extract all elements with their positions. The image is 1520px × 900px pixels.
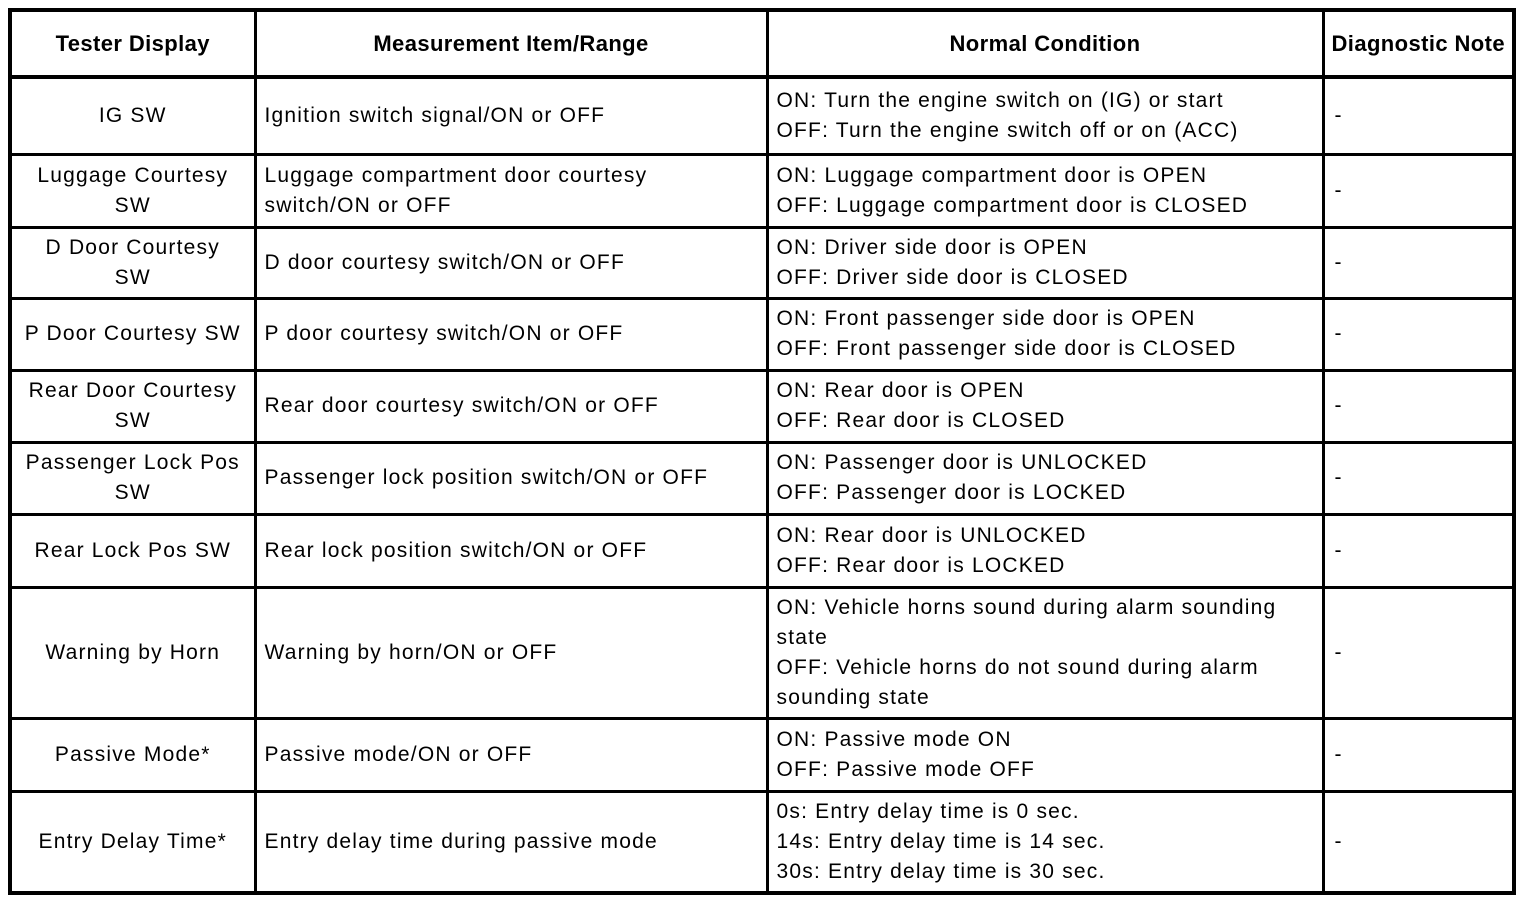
table-header: Tester Display Measurement Item/Range No… bbox=[8, 8, 1516, 79]
measurement-item-cell: Luggage compartment door courtesy switch… bbox=[253, 152, 769, 229]
header-diagnostic-note: Diagnostic Note bbox=[1321, 8, 1516, 79]
normal-condition-cell: ON: Driver side door is OPEN OFF: Driver … bbox=[765, 225, 1325, 300]
condition-line: OFF: Front passenger side door is CLOSED bbox=[776, 337, 1237, 360]
condition-line: ON: Luggage compartment door is OPEN bbox=[776, 163, 1208, 187]
normal-condition-cell: ON: Rear door is OPEN OFF: Rear door is C… bbox=[765, 368, 1325, 444]
condition-line: 14s: Entry delay time is 14 sec. bbox=[776, 829, 1106, 853]
tester-display-cell: D Door Courtesy SW bbox=[8, 225, 257, 300]
tester-display-cell: IG SW bbox=[8, 75, 257, 156]
header-tester-display: Tester Display bbox=[8, 8, 257, 79]
condition-line: OFF: Vehicle horns do not sound during a… bbox=[776, 655, 1259, 709]
normal-condition-cell: ON: Front passenger side door is OPEN OFF… bbox=[765, 296, 1325, 372]
tester-display-cell: Rear Lock Pos SW bbox=[8, 512, 257, 589]
tester-display-cell: Warning by Horn bbox=[8, 585, 257, 720]
normal-condition-cell: ON: Rear door is UNLOCKED OFF: Rear door … bbox=[765, 512, 1325, 589]
tester-display-cell: P Door Courtesy SW bbox=[8, 296, 257, 372]
condition-line: ON: Rear door is OPEN bbox=[776, 379, 1025, 402]
table-row: Passive Mode* Passive mode/ON or OFF ON:… bbox=[8, 716, 1516, 793]
diagnostic-note-cell: - bbox=[1321, 585, 1516, 720]
measurement-item-cell: Rear door courtesy switch/ON or OFF bbox=[253, 368, 769, 444]
diagnostic-note-cell: - bbox=[1321, 296, 1516, 372]
table-row: Luggage Courtesy SW Luggage compartment … bbox=[8, 152, 1516, 229]
tester-display-cell: Entry Delay Time* bbox=[8, 789, 257, 894]
header-measurement-item-range: Measurement Item/Range bbox=[253, 8, 769, 79]
table-row: Passenger Lock Pos SW Passenger lock pos… bbox=[8, 440, 1516, 516]
diagnostic-note-cell: - bbox=[1321, 368, 1516, 444]
measurement-item-cell: Warning by horn/ON or OFF bbox=[253, 585, 769, 720]
condition-line: 0s: Entry delay time is 0 sec. bbox=[776, 799, 1080, 823]
condition-line: ON: Front passenger side door is OPEN bbox=[776, 307, 1196, 330]
condition-line: OFF: Passenger door is LOCKED bbox=[776, 481, 1127, 504]
table-row: D Door Courtesy SW D door courtesy switc… bbox=[8, 225, 1516, 300]
condition-line: OFF: Rear door is CLOSED bbox=[776, 409, 1066, 432]
condition-line: OFF: Rear door is LOCKED bbox=[776, 553, 1066, 577]
condition-line: ON: Vehicle horns sound during alarm sou… bbox=[776, 595, 1277, 649]
table-row: Rear Lock Pos SW Rear lock position swit… bbox=[8, 512, 1516, 589]
diagnostic-note-cell: - bbox=[1321, 789, 1516, 894]
measurement-item-cell: Passive mode/ON or OFF bbox=[253, 716, 769, 793]
measurement-item-cell: Entry delay time during passive mode bbox=[253, 789, 769, 894]
tester-display-cell: Passenger Lock Pos SW bbox=[8, 440, 257, 516]
measurement-item-cell: D door courtesy switch/ON or OFF bbox=[253, 225, 769, 300]
normal-condition-cell: ON: Turn the engine switch on (IG) or st… bbox=[765, 75, 1325, 156]
measurement-item-cell: Rear lock position switch/ON or OFF bbox=[253, 512, 769, 589]
condition-line: ON: Turn the engine switch on (IG) or st… bbox=[776, 88, 1224, 112]
diagnostic-note-cell: - bbox=[1321, 152, 1516, 229]
condition-line: ON: Passenger door is UNLOCKED bbox=[776, 451, 1148, 474]
normal-condition-cell: ON: Vehicle horns sound during alarm sou… bbox=[765, 585, 1325, 720]
diagnostic-note-cell: - bbox=[1321, 75, 1516, 156]
condition-line: 30s: Entry delay time is 30 sec. bbox=[776, 859, 1106, 883]
diagnostic-note-cell: - bbox=[1321, 512, 1516, 589]
condition-line: ON: Rear door is UNLOCKED bbox=[776, 523, 1087, 547]
normal-condition-cell: ON: Passenger door is UNLOCKED OFF: Passe… bbox=[765, 440, 1325, 516]
tester-data-list-table: Tester Display Measurement Item/Range No… bbox=[8, 8, 1516, 895]
header-row: Tester Display Measurement Item/Range No… bbox=[8, 8, 1516, 79]
table-row: Entry Delay Time* Entry delay time durin… bbox=[8, 789, 1516, 894]
diagnostic-note-cell: - bbox=[1321, 716, 1516, 793]
tester-display-cell: Rear Door Courtesy SW bbox=[8, 368, 257, 444]
normal-condition-cell: ON: Luggage compartment door is OPEN OFF:… bbox=[765, 152, 1325, 229]
normal-condition-cell: ON: Passive mode ON OFF: Passive mode OFF bbox=[765, 716, 1325, 793]
condition-line: OFF: Driver side door is CLOSED bbox=[776, 265, 1129, 289]
header-normal-condition: Normal Condition bbox=[765, 8, 1325, 79]
measurement-item-cell: P door courtesy switch/ON or OFF bbox=[253, 296, 769, 372]
condition-line: ON: Passive mode ON bbox=[776, 727, 1012, 751]
table-row: IG SW Ignition switch signal/ON or OFF O… bbox=[8, 75, 1516, 156]
table-row: P Door Courtesy SW P door courtesy switc… bbox=[8, 296, 1516, 372]
condition-line: OFF: Turn the engine switch off or on (A… bbox=[776, 118, 1239, 142]
table-row: Rear Door Courtesy SW Rear door courtesy… bbox=[8, 368, 1516, 444]
condition-line: OFF: Luggage compartment door is CLOSED bbox=[776, 193, 1249, 217]
table-body: IG SW Ignition switch signal/ON or OFF O… bbox=[8, 75, 1516, 894]
tester-display-cell: Passive Mode* bbox=[8, 716, 257, 793]
diagnostic-note-cell: - bbox=[1321, 225, 1516, 300]
condition-line: OFF: Passive mode OFF bbox=[776, 757, 1036, 781]
measurement-item-cell: Passenger lock position switch/ON or OFF bbox=[253, 440, 769, 516]
table-row: Warning by Horn Warning by horn/ON or OF… bbox=[8, 585, 1516, 720]
tester-display-cell: Luggage Courtesy SW bbox=[8, 152, 257, 229]
normal-condition-cell: 0s: Entry delay time is 0 sec. 14s: Entry… bbox=[765, 789, 1325, 894]
diagnostic-note-cell: - bbox=[1321, 440, 1516, 516]
condition-line: ON: Driver side door is OPEN bbox=[776, 235, 1088, 259]
measurement-item-cell: Ignition switch signal/ON or OFF bbox=[253, 75, 769, 156]
